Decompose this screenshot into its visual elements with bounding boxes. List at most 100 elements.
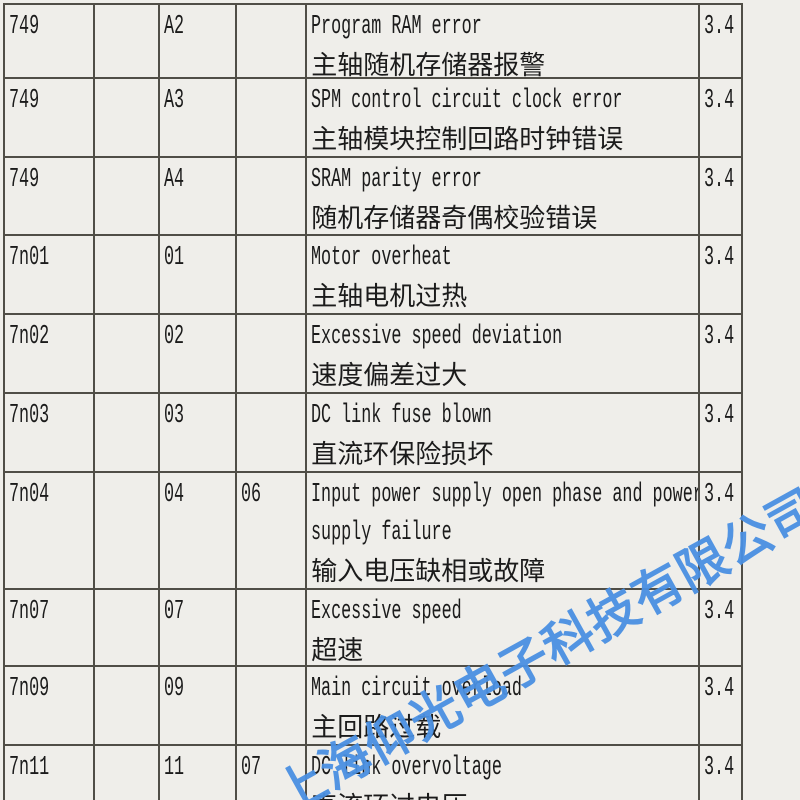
alarm-number-cell-text: 11 xyxy=(163,753,184,783)
section-ref-cell: 3.4 xyxy=(700,158,743,236)
description-english-line: SPM control circuit clock error xyxy=(311,86,623,116)
alarm-code-cell: 7n02 xyxy=(5,315,95,394)
description-english-line: Motor overheat xyxy=(311,243,452,273)
alarm-number-cell-text: A3 xyxy=(163,86,184,116)
table-row: 7n11 11 07 DC link overvoltage 直流环过电压 3.4 xyxy=(5,746,743,800)
alarm-number-cell: 01 xyxy=(159,236,238,315)
description-chinese-line: 主轴模块控制回路时钟错误 xyxy=(311,124,624,154)
sub-code-cell-text: 07 xyxy=(241,753,262,783)
description-english-line: DC link fuse blown xyxy=(311,401,493,431)
description-cell: Motor overheat 主轴电机过热 xyxy=(307,236,701,315)
alarm-number-cell-text: 01 xyxy=(163,243,184,273)
section-ref-cell: 3.4 xyxy=(700,79,743,158)
sub-code-cell-text: 06 xyxy=(241,480,262,510)
alarm-number-cell-text: 07 xyxy=(163,597,184,627)
description-cell: SPM control circuit clock error 主轴模块控制回路时… xyxy=(307,79,701,158)
alarm-number-cell-text: 03 xyxy=(163,401,184,431)
description-chinese-line: 主回路过载 xyxy=(311,712,442,742)
description-chinese-line: 直流环过电压 xyxy=(311,787,698,800)
blank-cell xyxy=(94,590,160,667)
blank-cell xyxy=(94,473,160,590)
alarm-code-cell-text: 7n11 xyxy=(9,753,50,783)
alarm-code-cell-text: 749 xyxy=(9,165,40,195)
sub-code-cell xyxy=(237,79,308,158)
section-ref-cell: 3.4 xyxy=(700,667,743,746)
description-english-line: SRAM parity error xyxy=(311,165,482,195)
section-ref-cell: 3.4 xyxy=(700,394,743,473)
alarm-code-cell-text: 7n09 xyxy=(9,674,50,704)
alarm-code-cell: 749 xyxy=(5,79,95,158)
description-cell: Excessive speed deviation 速度偏差过大 xyxy=(307,315,701,394)
sub-code-cell xyxy=(237,158,308,236)
blank-cell xyxy=(94,79,160,158)
description-english-line: Main circuit overload xyxy=(311,674,523,704)
alarm-code-cell-text: 7n07 xyxy=(9,597,50,627)
alarm-code-table: 749 A2 Program RAM error 主轴随机存储器报警 3.4 749 A3 S… xyxy=(3,3,743,800)
description-cell: DC link overvoltage 直流环过电压 xyxy=(307,746,701,800)
table-row: 749 A4 SRAM parity error 随机存储器奇偶校验错误 3.4 xyxy=(5,158,743,236)
alarm-number-cell: 07 xyxy=(159,590,238,667)
alarm-number-cell-text: A4 xyxy=(163,165,184,195)
sub-code-cell xyxy=(237,667,308,746)
description-chinese-line: 直流环保险损坏 xyxy=(311,439,494,469)
section-ref-cell-text: 3.4 xyxy=(704,243,735,273)
section-ref-cell-text: 3.4 xyxy=(704,165,735,195)
sub-code-cell: 07 xyxy=(237,746,308,800)
section-ref-cell: 3.4 xyxy=(700,5,743,79)
table-row: 7n01 01 Motor overheat 主轴电机过热 3.4 xyxy=(5,236,743,315)
alarm-code-cell: 7n04 xyxy=(5,473,95,590)
table-row: 7n09 09 Main circuit overload 主回路过载 3.4 xyxy=(5,667,743,746)
sub-code-cell: 06 xyxy=(237,473,308,590)
section-ref-cell-text: 3.4 xyxy=(704,322,735,352)
alarm-number-cell: 11 xyxy=(160,746,238,800)
section-ref-cell: 3.4 xyxy=(700,473,743,590)
sub-code-cell xyxy=(237,394,308,473)
alarm-number-cell-text: 04 xyxy=(163,480,184,510)
description-english-line: Excessive speed xyxy=(311,597,462,627)
alarm-code-cell: 7n11 xyxy=(5,746,95,800)
alarm-number-cell: A4 xyxy=(159,158,238,236)
blank-cell xyxy=(94,667,160,746)
alarm-number-cell: 04 xyxy=(159,473,238,590)
section-ref-cell: 3.4 xyxy=(700,746,743,800)
sub-code-cell xyxy=(237,590,308,667)
description-chinese-line: 速度偏差过大 xyxy=(311,360,468,390)
alarm-number-cell: 02 xyxy=(159,315,238,394)
alarm-code-cell: 749 xyxy=(5,158,95,236)
blank-cell xyxy=(94,5,160,79)
section-ref-cell: 3.4 xyxy=(700,590,743,667)
description-cell: Excessive speed 超速 xyxy=(307,590,701,667)
description-english-line: Program RAM error xyxy=(311,12,482,42)
section-ref-cell-text: 3.4 xyxy=(704,86,735,116)
table-row: 749 A3 SPM control circuit clock error 主轴模块… xyxy=(5,79,743,158)
section-ref-cell-text: 3.4 xyxy=(704,753,735,783)
section-ref-cell-text: 3.4 xyxy=(704,597,735,627)
section-ref-cell-text: 3.4 xyxy=(704,480,735,510)
description-chinese-line: 主轴随机存储器报警 xyxy=(311,50,546,79)
description-english-line: Input power supply open phase and power xyxy=(311,480,701,510)
alarm-code-cell-text: 7n03 xyxy=(9,401,50,431)
alarm-number-cell-text: 09 xyxy=(163,674,184,704)
description-english-line: supply failure xyxy=(311,518,452,548)
description-cell: Input power supply open phase and power s… xyxy=(307,473,701,590)
description-cell: DC link fuse blown 直流环保险损坏 xyxy=(307,394,701,473)
table-row: 749 A2 Program RAM error 主轴随机存储器报警 3.4 xyxy=(5,5,743,79)
table-row: 7n07 07 Excessive speed 超速 3.4 xyxy=(5,590,743,667)
blank-cell xyxy=(95,746,160,800)
alarm-code-cell: 7n01 xyxy=(5,236,95,315)
description-english-line: Excessive speed deviation xyxy=(311,322,563,352)
alarm-code-cell-text: 7n02 xyxy=(9,322,50,352)
alarm-code-cell: 749 xyxy=(5,5,95,79)
section-ref-cell: 3.4 xyxy=(700,315,743,394)
alarm-number-cell: 09 xyxy=(159,667,238,746)
alarm-number-cell: 03 xyxy=(159,394,238,473)
alarm-number-cell-text: A2 xyxy=(163,12,184,42)
description-chinese-line: 输入电压缺相或故障 xyxy=(311,556,546,586)
alarm-number-cell-text: 02 xyxy=(163,322,184,352)
blank-cell xyxy=(94,315,160,394)
section-ref-cell-text: 3.4 xyxy=(704,401,735,431)
sub-code-cell xyxy=(237,236,308,315)
section-ref-cell: 3.4 xyxy=(700,236,743,315)
section-ref-cell-text: 3.4 xyxy=(704,12,735,42)
